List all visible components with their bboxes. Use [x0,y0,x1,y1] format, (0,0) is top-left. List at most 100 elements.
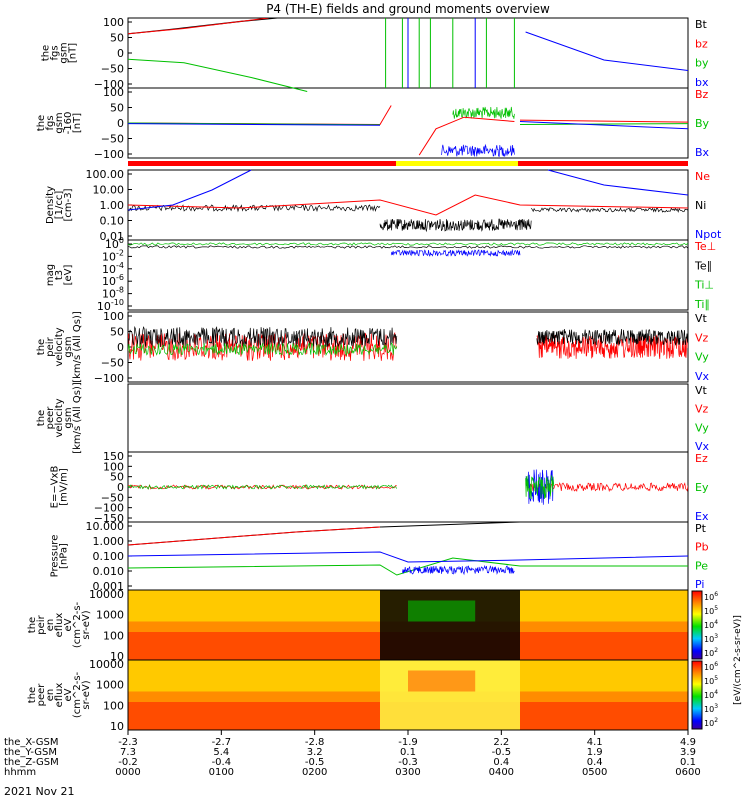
trace-by2b [519,123,688,125]
panel-3: 100.00 10.00 1.00 0.10 0.01 Density[1/cc][cm-… [45,168,722,243]
x-tick-label: -0.3 [398,757,418,768]
colorbar-tick: 103 [704,633,718,644]
y-tick-label: 10.00 [93,184,125,197]
legend-entry: Pe [695,559,708,572]
panel-frame [127,239,689,311]
y-tick-label: 100 [103,699,124,712]
legend-entry: Pt [695,522,707,535]
y-tick-label: 1.000 [93,535,125,548]
y-tick-label: 0 [117,47,124,60]
y-axis-label: en [45,619,56,632]
y-tick-label: 50 [110,326,124,339]
y-tick-label: 10000 [89,588,124,601]
trace-ey-b [525,475,554,500]
y-axis-label: [mV/m] [59,468,70,506]
y-tick-label: 100 [103,460,124,473]
trace-bx2b [519,121,688,130]
y-tick-label: −50 [101,357,124,370]
x-tick-label: 7.3 [120,747,136,758]
legend-entry: Ez [695,452,708,465]
y-tick-label: 50 [110,471,124,484]
x-row-label: the_Y-GSM [4,747,57,758]
x-row-label: the_X-GSM [4,737,58,748]
y-tick-label: 50 [110,32,124,45]
x-tick-label: -0.5 [305,757,325,768]
trace-npot-b [547,169,688,196]
x-tick-label: 0000 [115,767,140,778]
y-axis-label: Pressure [50,535,61,578]
trace-vt-b [536,328,688,346]
y-axis-label: the [36,115,47,131]
x-row-label: hhmm [4,767,36,778]
y-tick-label: 0.01 [100,230,125,243]
legend-entry: Bz [695,88,709,101]
ephemeris-bar-red-2 [518,161,688,166]
y-tick-label: 0.100 [93,550,125,563]
y-axis-label: sr-eV) [81,680,92,709]
trace-vy [128,342,398,357]
colorbar-tick: 104 [704,619,718,630]
legend-entry: Pi [695,578,704,591]
panel-8: 10.000 1.000 0.100 0.010 0.001 Pressure[nPa] P… [50,520,709,593]
legend-entry: Vz [695,331,709,344]
panel-10: 10000 1000 100 10 thepeerenefluxeV(cm^2-s-sr… [27,658,689,733]
y-tick-label: −100 [94,78,124,91]
colorbar-tick: 105 [704,605,718,616]
x-tick-label: -2.7 [212,737,232,748]
y-axis-label: [1/cc] [54,191,65,220]
y-axis-label: peir [36,614,47,634]
trace-bz2-mid [418,116,515,156]
x-tick-label: 0600 [675,767,700,778]
y-axis-label: eflux [54,613,65,638]
y-tick-label: 0.010 [93,565,125,578]
y-axis-label: E=−VxB [50,466,61,509]
y-tick-label: 1.00 [100,199,125,212]
y-tick-label: −50 [101,133,124,146]
trace-pi [128,551,688,563]
x-tick-label: -2.3 [118,737,138,748]
y-axis-label: eflux [54,683,65,708]
x-tick-label: 4.1 [587,737,603,748]
y-tick-label: −50 [101,491,124,504]
trace-by [128,58,308,92]
legend-entry: By [695,117,710,130]
legend-entry: Ti∥ [694,298,710,311]
y-axis-label: eV [63,618,74,631]
trace-tperp [390,248,521,257]
x-tick-label: 3.2 [307,747,323,758]
legend-entry: Npot [695,228,722,241]
y-axis-label: gsm [63,407,74,428]
x-row-label: the_Z-GSM [4,757,59,768]
y-tick-label: 10 [110,720,124,733]
x-axis-labels: the_X-GSMthe_Y-GSMthe_Z-GSMhhmm-2.37.3-0… [4,730,701,778]
y-tick-label: 1000 [96,609,124,622]
y-axis-label: (cm^2-s- [72,601,83,648]
trace-ez [128,484,397,490]
y-tick-label: 100 [103,629,124,642]
legend-entry: by [695,57,709,70]
x-tick-label: -0.2 [118,757,138,768]
traces [128,18,688,576]
y-axis-label: fgs [50,45,61,60]
trace-ey [128,484,398,490]
trace-ni-late [530,207,688,213]
x-tick-label: 0300 [395,767,420,778]
y-axis-label: eV [63,688,74,701]
colorbar-tick: 106 [704,661,718,672]
trace-by2 [128,122,381,126]
y-axis-label: peer [36,683,47,707]
colorbar-tick: 102 [704,717,718,728]
spectrogram-band [408,670,476,692]
x-tick-label: 0.4 [493,757,509,768]
legend-entry: Pb [695,541,709,554]
y-tick-label: 50 [110,102,124,115]
y-axis-label: gsm [63,336,74,357]
legend-entry: Vx [695,370,710,383]
x-tick-label: -0.5 [492,747,512,758]
x-tick-label: -0.4 [212,757,232,768]
x-tick-label: 1.9 [587,747,603,758]
y-tick-label: −50 [101,63,124,76]
x-tick-label: 4.9 [680,737,696,748]
